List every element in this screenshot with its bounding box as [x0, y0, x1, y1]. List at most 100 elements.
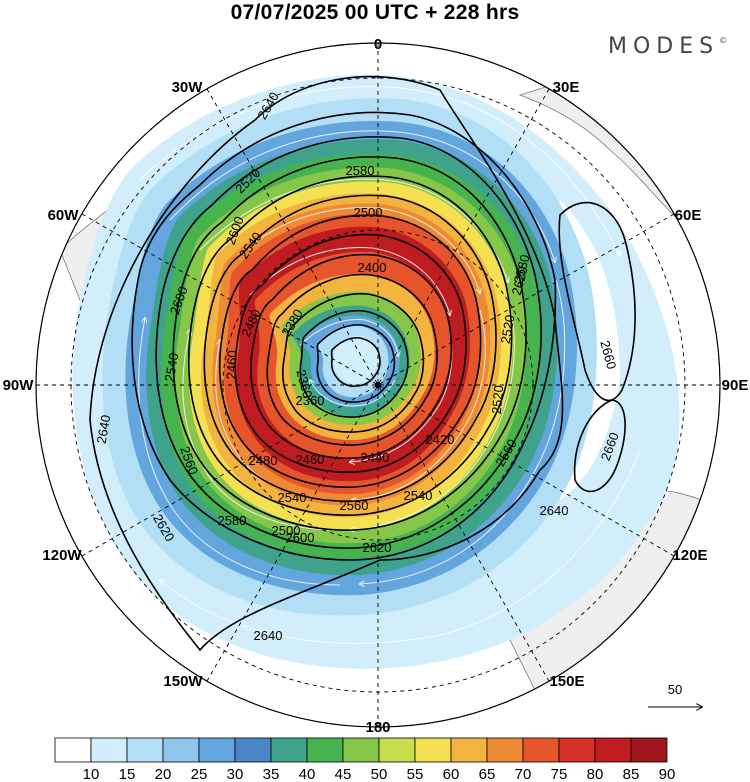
contour-label: 2400: [358, 260, 387, 275]
contour-2580: [172, 156, 527, 531]
lon-label-90e: 90E: [722, 377, 749, 394]
contour-label: 2500: [272, 523, 301, 538]
lon-label-60w: 60W: [48, 207, 80, 224]
contour-label: 2500: [354, 205, 383, 220]
contour-label: 2560: [340, 498, 369, 513]
contour-label: 2640: [94, 414, 114, 445]
contour-label: 2520: [489, 385, 506, 415]
colorbar-label: 80: [587, 766, 604, 782]
colorbar-swatch: [54, 737, 92, 763]
reference-vector: 50: [648, 682, 702, 707]
contour-label: 2580: [511, 253, 533, 285]
map-boundary: [35, 42, 721, 728]
colorbar-swatch: [234, 737, 272, 763]
colorbar-label: 70: [515, 766, 532, 782]
shade-10-inner: [333, 335, 379, 384]
streamline: [139, 86, 620, 255]
contour-label: 2540: [404, 488, 433, 503]
colorbar: 10 15 20 25 30 35 40 45 50 55 60 65 70 75 80 85 90: [54, 737, 676, 782]
contour-label: 2540: [162, 352, 182, 383]
colorbar-label: 40: [299, 766, 316, 782]
contour-2560: [187, 175, 513, 516]
contour-2540: [203, 194, 497, 502]
colorbar-label: 85: [623, 766, 640, 782]
contour-label: 2460: [224, 350, 240, 379]
contour-2640: [89, 75, 564, 652]
streamline: [360, 279, 566, 584]
colorbar-label: 15: [119, 766, 136, 782]
streamline: [224, 207, 480, 293]
colorbar-swatch: [486, 737, 524, 763]
contour-label: 2480: [249, 453, 278, 468]
contour-label: 2520: [498, 314, 518, 345]
wind-streamlines: [138, 86, 641, 644]
meridian-30w-150e: [206, 88, 550, 682]
chart-title: 07/07/2025 00 UTC + 228 hrs: [230, 1, 520, 24]
streamline: [160, 449, 641, 644]
colorbar-label: 55: [407, 766, 424, 782]
colorbar-swatch: [450, 737, 488, 763]
colorbar-label: 90: [659, 766, 676, 782]
copyright-mark: ©: [719, 36, 728, 45]
colorbar-swatch: [522, 737, 560, 763]
contour-label: 2640: [540, 503, 569, 518]
contour-label: 2620: [509, 265, 531, 297]
lon-label-150e: 150E: [549, 673, 584, 690]
contour-label: 2580: [346, 163, 375, 178]
colorbar-label: 10: [83, 766, 100, 782]
lon-label-60e: 60E: [675, 207, 702, 224]
lon-label-30w: 30W: [172, 79, 204, 96]
colorbar-label: 75: [551, 766, 568, 782]
lon-label-120e: 120E: [672, 547, 707, 564]
contour-2380: [316, 324, 396, 403]
colorbar-label: 60: [443, 766, 460, 782]
colorbar-swatch: [558, 737, 596, 763]
streamline: [182, 330, 331, 531]
colorbar-label: 25: [191, 766, 208, 782]
contour-2600: [155, 136, 542, 549]
streamline: [352, 309, 486, 500]
streamline: [299, 319, 398, 356]
contour-label: 2660: [597, 339, 619, 371]
contour-2460: [266, 273, 438, 446]
colorbar-swatch: [306, 737, 344, 763]
colorbar-swatch: [342, 737, 380, 763]
colorbar-label: 20: [155, 766, 172, 782]
contour-label: 2600: [286, 530, 315, 545]
lon-label-90w: 90W: [3, 377, 35, 394]
colorbar-label: 45: [335, 766, 352, 782]
lon-label-30e: 30E: [553, 79, 580, 96]
colorbar-label: 65: [479, 766, 496, 782]
contour-2440: [281, 292, 425, 433]
colorbar-label: 35: [263, 766, 280, 782]
colorbar-swatch: [270, 737, 308, 763]
lon-label-150w: 150W: [163, 673, 203, 690]
graticule: [36, 43, 720, 727]
contour-2660-east: [558, 201, 636, 402]
contour-2480: [250, 253, 453, 460]
contour-2400: [299, 309, 409, 418]
south-pole-marker: [375, 382, 381, 388]
contour-labels: 2640 2640 2640 2640 2620 2620 2620 2600 …: [94, 89, 622, 643]
colorbar-swatch: [630, 737, 668, 763]
streamline: [249, 247, 450, 315]
colorbar-swatch: [414, 737, 452, 763]
colorbar-label: 30: [227, 766, 244, 782]
colorbar-label: 50: [371, 766, 388, 782]
streamline: [350, 299, 515, 530]
meridian-60w-120e: [81, 213, 675, 557]
streamline: [169, 130, 555, 262]
meridian-30e-150w: [206, 88, 550, 682]
brand-text: MODES: [608, 34, 720, 59]
contour-2500: [234, 233, 467, 473]
colorbar-swatch: [162, 737, 200, 763]
contour-label: 2580: [218, 513, 247, 528]
colorbar-swatch: [378, 737, 416, 763]
brand-logo: MODES©: [608, 34, 727, 59]
contour-label: 2460: [296, 452, 325, 467]
lon-label-0: 0: [374, 36, 382, 53]
reference-vector-label: 50: [668, 682, 682, 697]
contour-2620: [131, 111, 557, 561]
colorbar-swatch: [90, 737, 128, 763]
